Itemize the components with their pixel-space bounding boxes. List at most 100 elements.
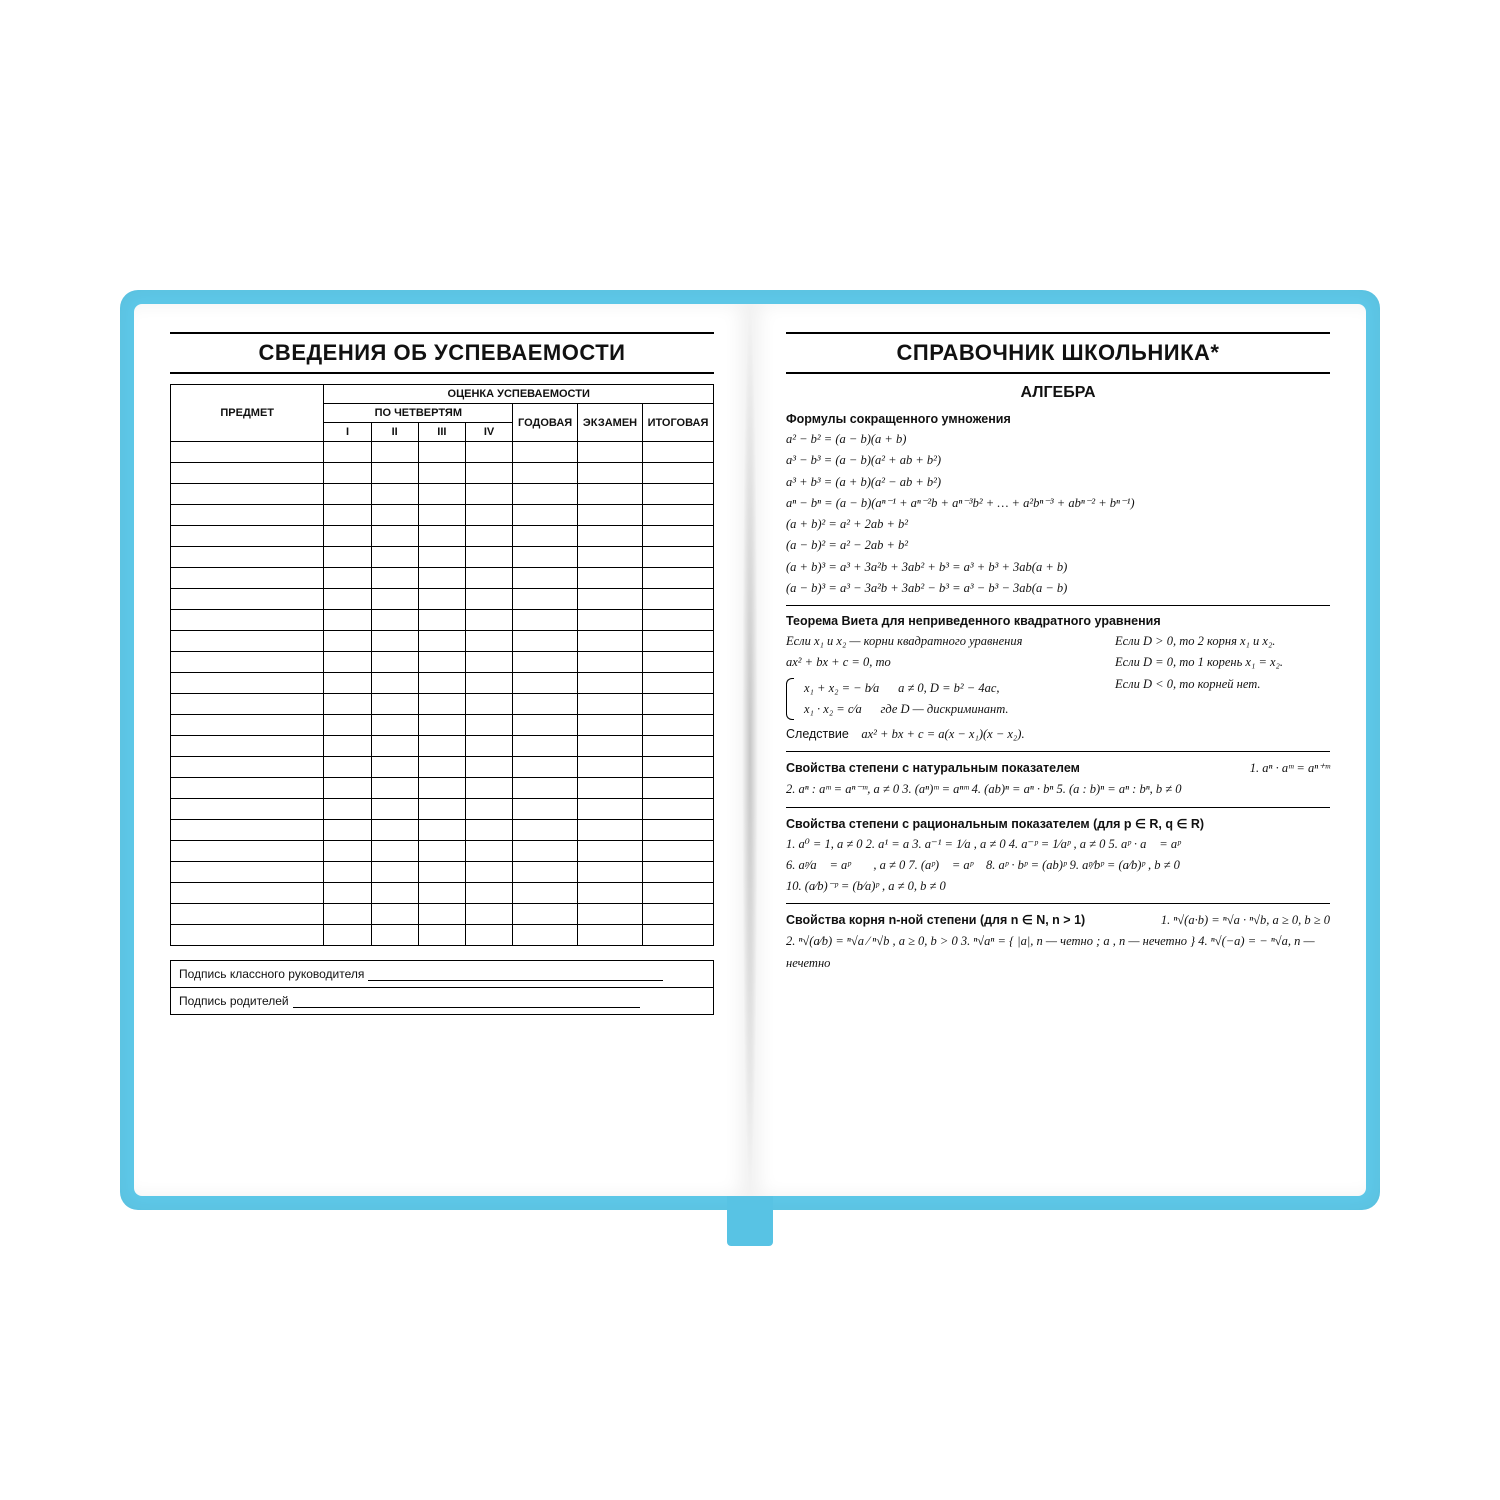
table-cell [418,568,465,589]
table-cell [324,589,371,610]
table-row [171,820,714,841]
table-row [171,610,714,631]
table-cell [371,631,418,652]
table-cell [171,820,324,841]
table-row [171,505,714,526]
table-cell [324,757,371,778]
table-cell [418,736,465,757]
table-row [171,841,714,862]
table-cell [418,925,465,946]
table-cell [171,694,324,715]
table-cell [578,463,643,484]
table-cell [465,904,512,925]
table-cell [371,694,418,715]
table-row [171,883,714,904]
formula-line: (a + b)³ = a³ + 3a²b + 3ab² + b³ = a³ + … [786,557,1330,578]
table-row [171,631,714,652]
th-group: ОЦЕНКА УСПЕВАЕМОСТИ [324,385,714,404]
sec2-d3: Если D < 0, то корней нет. [1115,674,1330,695]
table-cell [324,568,371,589]
table-cell [578,883,643,904]
table-cell [578,652,643,673]
table-cell [371,547,418,568]
table-cell [418,442,465,463]
table-cell [418,799,465,820]
table-cell [371,736,418,757]
grades-tbody [171,442,714,946]
table-cell [578,442,643,463]
table-row [171,673,714,694]
table-cell [465,736,512,757]
sign-label-teacher: Подпись классного руководителя [179,967,364,981]
table-cell [371,652,418,673]
table-cell [578,673,643,694]
formula-line: a³ − b³ = (a − b)(a² + ab + b²) [786,450,1330,471]
table-cell [578,568,643,589]
table-cell [578,694,643,715]
divider-3 [786,807,1330,808]
formula-line: (a + b)² = a² + 2ab + b² [786,514,1330,535]
table-cell [513,547,578,568]
table-cell [465,778,512,799]
sec4-l3: 10. (a⁄b)⁻ᵖ = (b⁄a)ᵖ , a ≠ 0, b ≠ 0 [786,876,1330,897]
table-cell [465,463,512,484]
table-row [171,904,714,925]
table-cell [465,505,512,526]
table-cell [418,715,465,736]
table-cell [642,673,713,694]
table-cell [513,631,578,652]
table-cell [465,526,512,547]
table-cell [642,652,713,673]
sign-label-parents: Подпись родителей [179,994,289,1008]
grades-table: ПРЕДМЕТ ОЦЕНКА УСПЕВАЕМОСТИ ПО ЧЕТВЕРТЯМ… [170,384,714,946]
table-cell [513,715,578,736]
table-cell [513,610,578,631]
table-cell [578,631,643,652]
table-cell [418,757,465,778]
table-cell [324,694,371,715]
table-cell [465,694,512,715]
table-cell [324,547,371,568]
table-cell [578,778,643,799]
table-row [171,589,714,610]
table-row [171,547,714,568]
table-cell [418,820,465,841]
table-cell [513,589,578,610]
table-row [171,757,714,778]
table-row [171,484,714,505]
table-cell [418,631,465,652]
table-cell [324,526,371,547]
table-cell [513,505,578,526]
table-cell [324,463,371,484]
table-cell [513,799,578,820]
table-cell [371,883,418,904]
sec2-intro2: ax² + bx + c = 0, то [786,652,1087,673]
sign-row-teacher: Подпись классного руководителя [170,960,714,988]
sign-line-teacher [368,969,663,981]
table-cell [513,442,578,463]
table-cell [324,883,371,904]
table-cell [324,736,371,757]
formula-line: aⁿ − bⁿ = (a − b)(aⁿ⁻¹ + aⁿ⁻²b + aⁿ⁻³b² … [786,493,1330,514]
table-cell [513,883,578,904]
table-cell [513,526,578,547]
table-cell [465,757,512,778]
sec2-d2: Если D = 0, то 1 корень x₁ = x₂. [1115,652,1330,673]
table-cell [171,799,324,820]
table-cell [324,652,371,673]
table-cell [578,757,643,778]
sign-line-parents [293,996,640,1008]
table-cell [465,715,512,736]
table-cell [642,526,713,547]
table-cell [324,484,371,505]
table-cell [513,568,578,589]
table-cell [418,694,465,715]
formula-line: (a − b)³ = a³ − 3a²b + 3ab² − b³ = a³ − … [786,578,1330,599]
table-cell [642,778,713,799]
formula-line: (a − b)² = a² − 2ab + b² [786,535,1330,556]
table-cell [171,715,324,736]
table-row [171,526,714,547]
table-cell [578,547,643,568]
table-cell [371,610,418,631]
table-cell [171,862,324,883]
